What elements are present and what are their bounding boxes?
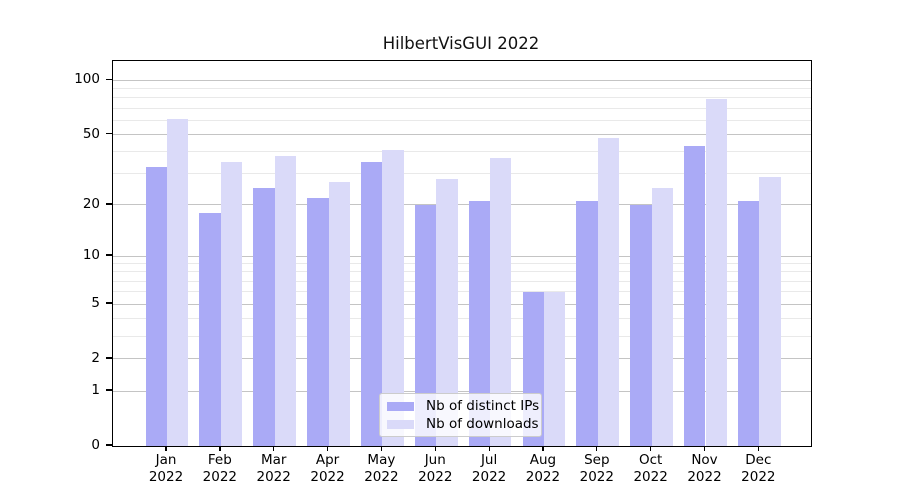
y-tick-mark	[106, 444, 112, 446]
bar-ips-nov	[684, 146, 706, 446]
x-tick-mark	[488, 446, 490, 451]
x-tick-label-dec: Dec 2022	[741, 452, 776, 485]
x-tick-label-jul: Jul 2022	[471, 452, 507, 485]
gridline-minor	[113, 263, 811, 265]
bar-downloads-feb	[220, 162, 243, 446]
gridline-minor	[113, 271, 811, 273]
x-tick-mark	[650, 446, 652, 451]
y-tick-mark	[106, 357, 112, 359]
x-tick-label-sep: Sep 2022	[579, 452, 614, 485]
x-tick-mark	[326, 446, 329, 451]
gridline-minor	[113, 317, 811, 319]
y-tick-mark	[106, 132, 112, 135]
bar-ips-mar	[253, 187, 275, 446]
gridline-major	[113, 358, 811, 360]
bar-downloads-jun	[436, 179, 458, 446]
bar-downloads-jan	[167, 119, 189, 446]
bar-downloads-jul	[490, 157, 512, 446]
gridline-minor	[113, 335, 811, 337]
gridline-major	[113, 390, 811, 392]
x-tick-label-jun: Jun 2022	[418, 452, 453, 485]
bar-downloads-sep	[597, 137, 620, 446]
x-tick-label-mar: Mar 2022	[256, 452, 291, 485]
gridline-minor	[113, 151, 811, 153]
bar-downloads-mar	[274, 155, 297, 446]
bar-ips-jan	[145, 166, 167, 446]
x-tick-mark	[380, 446, 383, 451]
y-tick-mark	[106, 254, 112, 256]
bar-ips-feb	[199, 212, 221, 446]
bar-downloads-dec	[759, 176, 781, 446]
y-tick-label: 20	[82, 195, 100, 212]
gridline-major	[113, 79, 811, 81]
y-tick-label: 1	[91, 382, 100, 399]
legend-row-ips: Nb of distinct IPs	[387, 397, 539, 415]
x-tick-mark	[434, 446, 436, 451]
x-tick-label-apr: Apr 2022	[310, 452, 345, 485]
plot-area	[112, 60, 812, 447]
x-tick-label-aug: Aug 2022	[525, 452, 561, 485]
bar-ips-may	[361, 162, 383, 446]
y-tick-label: 50	[82, 125, 100, 142]
bar-downloads-may	[382, 149, 404, 446]
y-tick-label: 2	[91, 349, 100, 366]
bar-ips-oct	[630, 204, 652, 446]
legend-label-downloads: Nb of downloads	[426, 416, 539, 432]
x-tick-label-nov: Nov 2022	[687, 452, 722, 485]
bar-downloads-oct	[651, 187, 674, 446]
gridline-minor	[113, 119, 811, 121]
y-tick-label: 0	[91, 437, 100, 453]
bar-ips-dec	[737, 201, 760, 446]
y-tick-label: 100	[74, 71, 100, 88]
y-tick-mark	[106, 203, 112, 205]
x-tick-label-jan: Jan 2022	[148, 452, 184, 485]
gridline-major	[113, 255, 811, 257]
gridline-major	[113, 303, 811, 305]
bar-downloads-apr	[328, 182, 350, 446]
x-tick-mark	[219, 446, 221, 451]
y-tick-label: 5	[91, 295, 100, 312]
legend: Nb of distinct IPs Nb of downloads	[379, 393, 542, 437]
bar-ips-jun	[414, 204, 437, 446]
legend-swatch-downloads	[387, 419, 414, 429]
x-tick-mark	[703, 446, 706, 451]
legend-row-downloads: Nb of downloads	[387, 415, 539, 433]
gridline-minor	[113, 107, 811, 109]
gridline-minor	[113, 88, 811, 90]
x-tick-mark	[757, 446, 760, 451]
bar-downloads-aug	[543, 291, 566, 446]
legend-swatch-ips	[387, 401, 414, 411]
x-tick-label-feb: Feb 2022	[202, 452, 238, 485]
bar-ips-apr	[307, 197, 329, 446]
x-tick-label-oct: Oct 2022	[633, 452, 668, 485]
gridline-minor	[113, 291, 811, 293]
y-tick-mark	[106, 389, 112, 391]
bar-ips-sep	[576, 201, 598, 446]
y-tick-mark	[106, 302, 112, 304]
bar-downloads-nov	[705, 98, 727, 446]
gridline-minor	[113, 97, 811, 99]
bar-ips-jul	[468, 201, 491, 446]
y-tick-label: 10	[82, 247, 100, 264]
chart-title: HilbertVisGUI 2022	[382, 34, 540, 53]
y-tick-mark	[106, 78, 112, 81]
x-tick-label-may: May 2022	[364, 452, 399, 485]
legend-label-ips: Nb of distinct IPs	[426, 398, 540, 414]
x-tick-mark	[542, 446, 544, 451]
x-tick-mark	[596, 446, 598, 451]
x-tick-mark	[273, 446, 275, 451]
gridline-major	[113, 134, 811, 136]
gridline-minor	[113, 173, 811, 175]
gridline-minor	[113, 280, 811, 282]
x-tick-mark	[165, 446, 167, 451]
gridline-major	[113, 204, 811, 206]
